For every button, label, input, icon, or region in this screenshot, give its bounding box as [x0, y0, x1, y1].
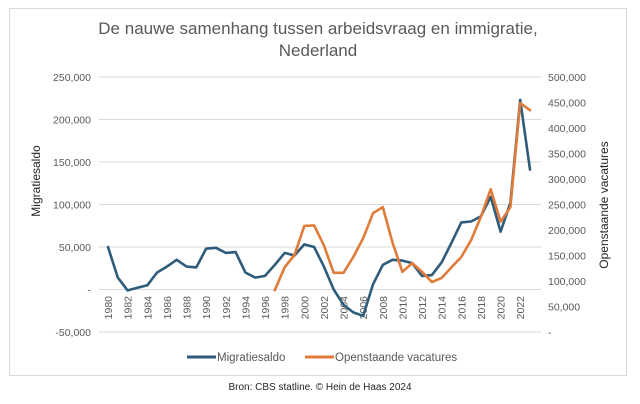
right-tick-label: 300,000	[548, 174, 586, 186]
x-tick-label: 2018	[476, 296, 488, 320]
x-tick-label: 2022	[515, 296, 527, 320]
left-tick-label: 150,000	[53, 157, 91, 169]
right-tick-label: 100,000	[548, 276, 586, 288]
source-note: Bron: CBS statline. © Hein de Haas 2024	[228, 382, 412, 393]
x-tick-label: 1984	[142, 296, 154, 320]
x-axis-ticks: 1980 1982 1984 1986 1988 1990 1992 1994 1996 1998…	[103, 296, 527, 320]
right-tick-label: -	[548, 327, 552, 339]
x-tick-label: 1980	[103, 296, 115, 320]
left-tick-label: -	[88, 285, 92, 297]
right-tick-label: 350,000	[548, 149, 586, 161]
series-lines	[106, 98, 532, 318]
series-line-migratiesaldo	[106, 98, 532, 318]
x-tick-label: 2002	[319, 296, 331, 320]
x-tick-label: 1982	[123, 296, 135, 320]
left-axis-title: Migratiesaldo	[29, 145, 43, 217]
x-tick-label: 1994	[240, 296, 252, 320]
right-tick-label: 150,000	[548, 251, 586, 263]
x-tick-label: 1990	[201, 296, 213, 320]
chart-title-line-2: Nederland	[278, 41, 358, 60]
x-tick-label: 1996	[260, 296, 272, 320]
gridlines	[99, 76, 541, 333]
x-tick-label: 1992	[221, 296, 233, 320]
right-tick-label: 200,000	[548, 225, 586, 237]
left-tick-label: 250,000	[53, 72, 91, 84]
x-tick-label: 1998	[280, 296, 292, 320]
legend-label-migratiesaldo: Migratiesaldo	[217, 352, 285, 364]
left-tick-label: 50,000	[59, 242, 91, 254]
chart-title: De nauwe samenhang tussen arbeidsvraag e…	[9, 18, 627, 62]
x-tick-label: 2000	[299, 296, 311, 320]
x-tick-label: 1988	[182, 296, 194, 320]
x-tick-label: 2010	[397, 296, 409, 320]
chart-title-line-1: De nauwe samenhang tussen arbeidsvraag e…	[98, 19, 538, 38]
x-tick-label: 2020	[496, 296, 508, 320]
legend-label-vacatures: Openstaande vacatures	[335, 352, 457, 364]
right-tick-label: 50,000	[548, 302, 580, 314]
right-tick-label: 400,000	[548, 123, 586, 135]
right-axis-ticks: - 50,000 100,000 150,000 200,000 250,000 300,0…	[548, 72, 586, 339]
left-tick-label: 100,000	[53, 200, 91, 212]
left-tick-label: -50,000	[55, 327, 91, 339]
right-tick-label: 450,000	[548, 98, 586, 110]
x-tick-label: 2014	[437, 296, 449, 320]
legend: Migratiesaldo Openstaande vacatures	[187, 352, 457, 364]
right-tick-label: 500,000	[548, 72, 586, 84]
series-line-vacatures	[273, 101, 532, 292]
left-tick-label: 200,000	[53, 115, 91, 127]
x-tick-label: 2016	[456, 296, 468, 320]
x-tick-label: 2008	[378, 296, 390, 320]
x-tick-label: 2012	[417, 296, 429, 320]
left-axis-ticks: -50,000-50,000100,000150,000200,000250,0…	[53, 72, 91, 339]
chart-frame	[9, 8, 627, 376]
x-tick-label: 1986	[162, 296, 174, 320]
right-tick-label: 250,000	[548, 200, 586, 212]
right-axis-title: Openstaande vacatures	[597, 141, 611, 268]
